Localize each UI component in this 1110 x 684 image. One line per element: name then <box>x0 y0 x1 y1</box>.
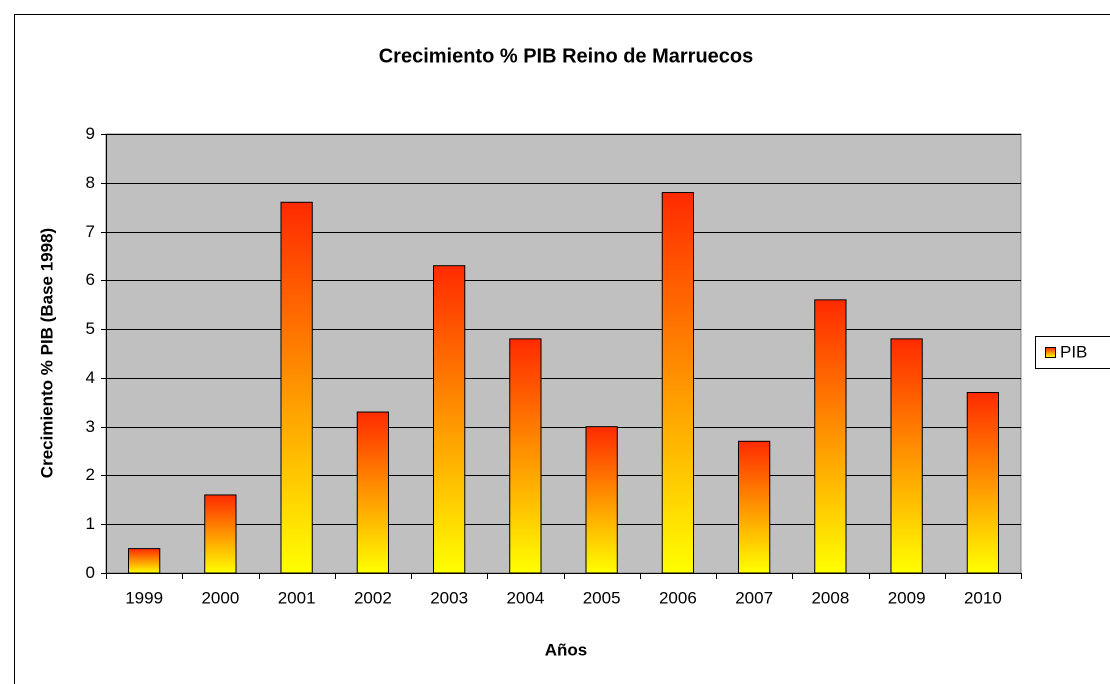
x-tick-label: 2003 <box>430 588 468 607</box>
bar <box>966 392 1000 574</box>
legend-label: PIB <box>1060 342 1087 361</box>
bar <box>890 338 923 574</box>
x-tick-label: 2000 <box>201 588 239 607</box>
bar <box>204 494 237 574</box>
y-tick-label: 1 <box>86 514 95 533</box>
x-axis-label: Años <box>545 640 588 659</box>
x-tick-label: 2004 <box>506 588 544 607</box>
x-tick-label: 2010 <box>964 588 1002 607</box>
x-tick-label: 1999 <box>125 588 163 607</box>
y-tick-label: 6 <box>86 270 95 289</box>
bar <box>356 411 390 574</box>
x-tick-label: 2007 <box>735 588 773 607</box>
y-tick-label: 9 <box>86 124 95 143</box>
bar <box>432 265 466 574</box>
plot-area <box>105 133 1022 574</box>
y-tick-label: 3 <box>86 417 95 436</box>
y-tick-label: 5 <box>86 319 95 338</box>
y-tick-label: 7 <box>86 222 95 241</box>
legend-swatch <box>1045 347 1056 358</box>
y-tick-label: 2 <box>86 465 95 484</box>
x-tick-label: 2006 <box>659 588 697 607</box>
y-tick-label: 0 <box>86 563 95 582</box>
bar <box>280 201 313 574</box>
x-tick-label: 2002 <box>354 588 392 607</box>
y-tick-label: 8 <box>86 173 95 192</box>
bar <box>585 426 618 574</box>
chart-title: Crecimiento % PIB Reino de Marruecos <box>379 45 754 67</box>
y-tick-label: 4 <box>86 368 95 387</box>
bar <box>814 299 847 574</box>
x-tick-label: 2001 <box>278 588 316 607</box>
bar <box>737 440 771 574</box>
x-tick-label: 2009 <box>888 588 926 607</box>
bar <box>661 192 695 574</box>
x-tick-label: 2005 <box>583 588 621 607</box>
x-tick-label: 2008 <box>811 588 849 607</box>
y-axis-label: Crecimiento % PIB (Base 1998) <box>37 228 56 478</box>
bar <box>509 338 542 574</box>
bar <box>127 548 161 574</box>
